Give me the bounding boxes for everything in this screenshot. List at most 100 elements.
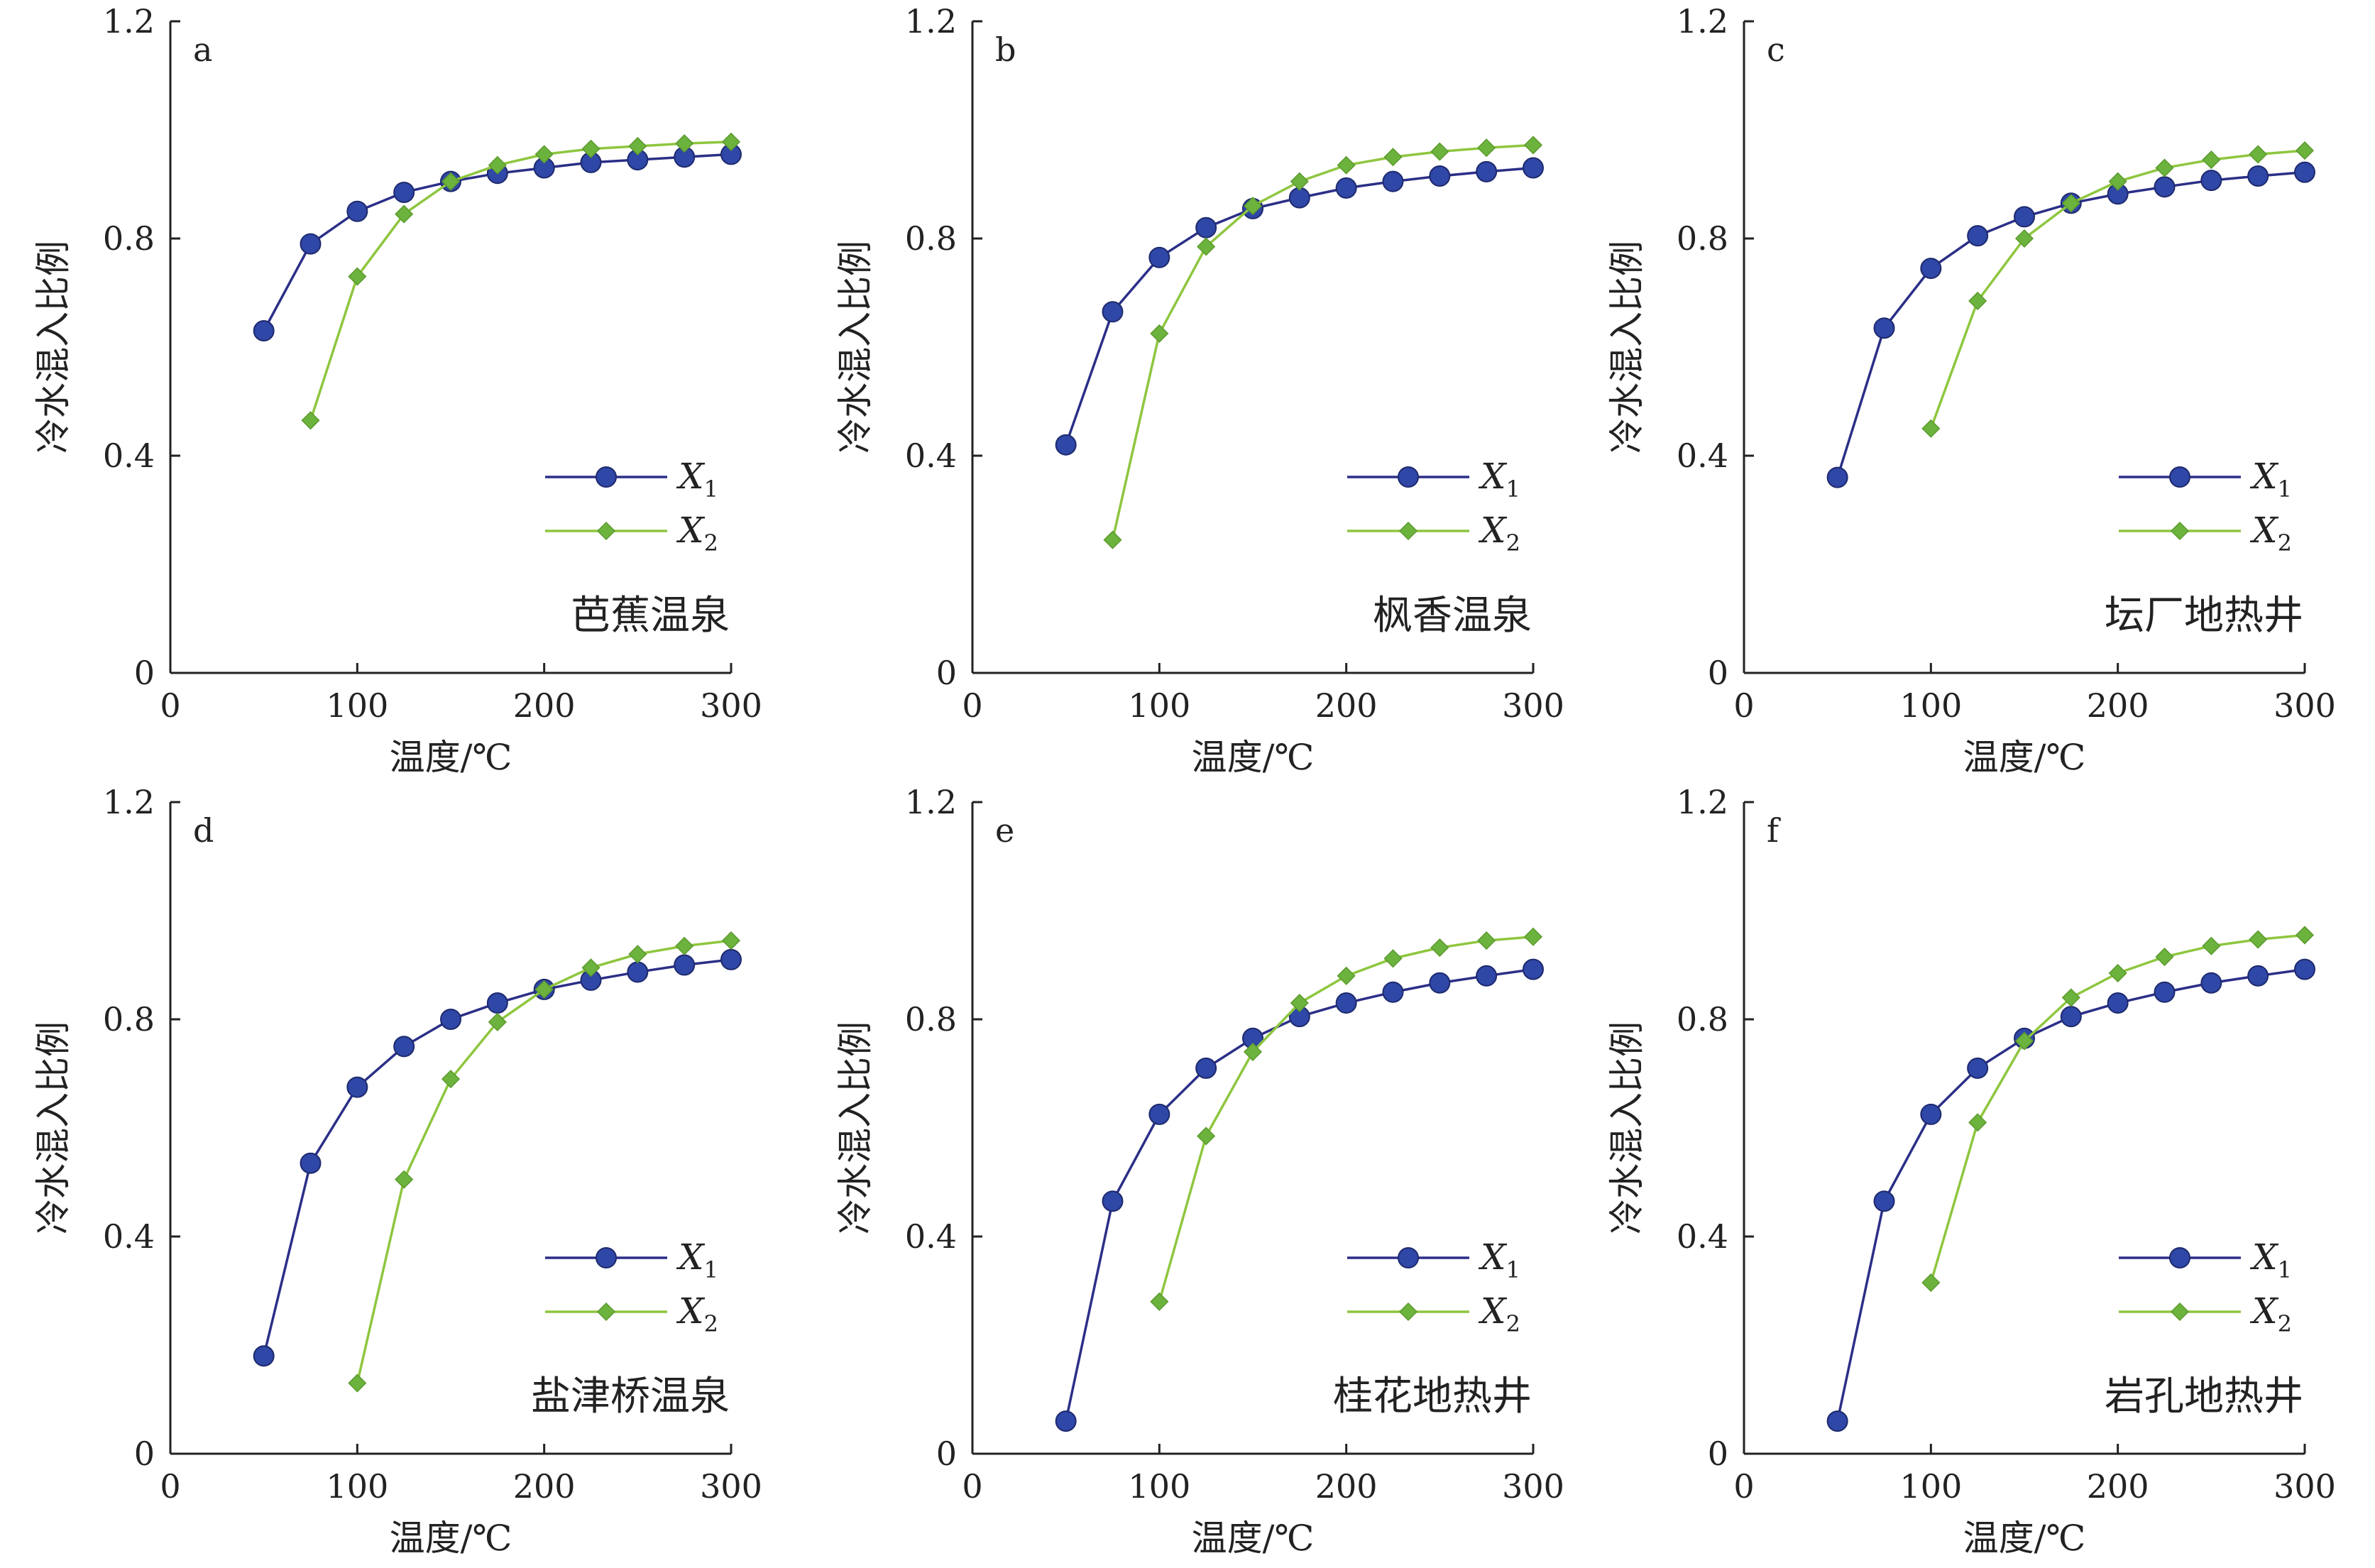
data-point-x2 xyxy=(1103,530,1122,549)
data-point-x2 xyxy=(581,958,600,977)
data-point-x2 xyxy=(441,172,461,191)
legend-label-x2: X2 xyxy=(1478,510,1520,557)
legend-label-main: X xyxy=(676,1237,706,1278)
data-point-x1 xyxy=(253,320,275,342)
data-point-x1 xyxy=(1335,992,1357,1014)
data-point-x2 xyxy=(1150,324,1169,343)
panel-letter: b xyxy=(995,31,1016,69)
data-point-x1 xyxy=(300,233,322,255)
series-line-x2 xyxy=(1929,933,2305,1283)
legend-label-x2: X2 xyxy=(2249,1290,2292,1337)
site-name: 芭蕉温泉 xyxy=(571,593,730,639)
x-tick-label: 0 xyxy=(962,686,982,725)
panel-letter: a xyxy=(193,31,212,69)
data-point-x2 xyxy=(1430,142,1449,161)
legend-label-x2: X2 xyxy=(2249,510,2292,557)
legend-label-main: X xyxy=(2249,456,2279,497)
legend-marker-x2 xyxy=(1398,521,1418,541)
y-tick-label: 0.8 xyxy=(905,219,957,258)
legend-label-main: X xyxy=(1478,510,1508,551)
panel-letter: c xyxy=(1767,31,1785,69)
data-point-x2 xyxy=(2249,930,2268,949)
y-tick-label: 0 xyxy=(134,1435,155,1473)
legend-marker-x1 xyxy=(1398,466,1419,488)
data-point-x2 xyxy=(441,1070,461,1089)
x-axis-title: 温度/℃ xyxy=(1192,1518,1315,1559)
data-point-x1 xyxy=(1920,258,1942,280)
data-point-x2 xyxy=(1243,1042,1263,1061)
legend-label-main: X xyxy=(1478,456,1508,497)
x-tick-label: 100 xyxy=(326,1467,388,1506)
data-point-x2 xyxy=(1337,966,1356,985)
y-axis-title: 冷水混入比例 xyxy=(1606,241,1647,454)
x-axis-title: 温度/℃ xyxy=(390,737,512,778)
x-tick-label: 200 xyxy=(2087,686,2149,725)
data-point-x2 xyxy=(1383,949,1403,968)
data-point-x1 xyxy=(1148,1103,1170,1125)
data-point-x1 xyxy=(1195,216,1217,239)
data-point-x2 xyxy=(2061,194,2080,213)
y-tick-label: 0.4 xyxy=(1677,1217,1728,1256)
y-tick-label: 0 xyxy=(936,654,957,692)
y-tick-label: 0 xyxy=(1708,1435,1728,1473)
data-point-x1 xyxy=(393,1036,415,1058)
legend-label-x2: X2 xyxy=(1478,1290,1520,1337)
y-tick-label: 1.2 xyxy=(905,783,957,821)
y-tick-label: 0 xyxy=(936,1435,957,1473)
data-point-x2 xyxy=(488,1012,507,1031)
data-point-x1 xyxy=(1148,246,1170,268)
legend-label-sub: 1 xyxy=(1506,476,1520,503)
x-axis-title: 温度/℃ xyxy=(1963,737,2086,778)
data-point-x1 xyxy=(2247,165,2269,187)
legend-label-x1: X1 xyxy=(1478,1237,1520,1283)
x-tick-label: 300 xyxy=(2273,686,2336,725)
data-point-x2 xyxy=(2061,988,2080,1007)
y-tick-label: 0.4 xyxy=(103,437,155,475)
data-point-x2 xyxy=(2014,229,2034,248)
x-tick-label: 0 xyxy=(160,1467,180,1506)
data-point-x2 xyxy=(628,945,647,964)
legend-label-sub: 1 xyxy=(704,476,718,503)
data-point-x1 xyxy=(1382,981,1404,1003)
site-name: 岩孔地热井 xyxy=(2105,1374,2303,1420)
legend-label-sub: 1 xyxy=(2278,476,2292,503)
x-tick-label: 100 xyxy=(1128,686,1190,725)
data-point-x2 xyxy=(395,1170,414,1189)
data-point-x1 xyxy=(1102,301,1124,323)
data-point-x2 xyxy=(2108,172,2127,191)
x-tick-label: 100 xyxy=(1899,1467,1962,1506)
data-point-x1 xyxy=(1055,1410,1077,1432)
data-point-x2 xyxy=(488,155,507,175)
data-point-x2 xyxy=(2014,1031,2034,1051)
x-tick-label: 0 xyxy=(962,1467,982,1506)
data-point-x1 xyxy=(1967,225,1989,247)
legend-label-x2: X2 xyxy=(676,510,718,557)
data-point-x2 xyxy=(1921,419,1941,438)
legend-label-x1: X1 xyxy=(2249,1237,2292,1283)
x-axis-title: 温度/℃ xyxy=(1192,737,1315,778)
data-point-x2 xyxy=(1197,1126,1216,1146)
data-point-x2 xyxy=(2155,947,2174,967)
data-point-x2 xyxy=(1477,138,1496,158)
x-tick-label: 0 xyxy=(1733,1467,1754,1506)
x-tick-label: 200 xyxy=(1315,1467,1378,1506)
data-point-x2 xyxy=(2202,150,2221,170)
x-tick-label: 300 xyxy=(700,686,762,725)
data-point-x2 xyxy=(1523,927,1543,946)
x-tick-label: 300 xyxy=(1502,686,1564,725)
legend-label-main: X xyxy=(676,1290,706,1332)
data-point-x2 xyxy=(534,980,554,999)
y-tick-label: 1.2 xyxy=(103,2,155,40)
data-point-x1 xyxy=(393,181,415,203)
x-tick-label: 300 xyxy=(1502,1467,1564,1506)
data-point-x2 xyxy=(2108,963,2127,983)
x-tick-label: 200 xyxy=(2087,1467,2149,1506)
data-point-x1 xyxy=(440,1009,461,1030)
data-point-x1 xyxy=(300,1152,322,1174)
data-point-x2 xyxy=(1430,938,1449,958)
data-point-x1 xyxy=(2060,1006,2082,1028)
series-line-x1 xyxy=(1836,967,2305,1422)
